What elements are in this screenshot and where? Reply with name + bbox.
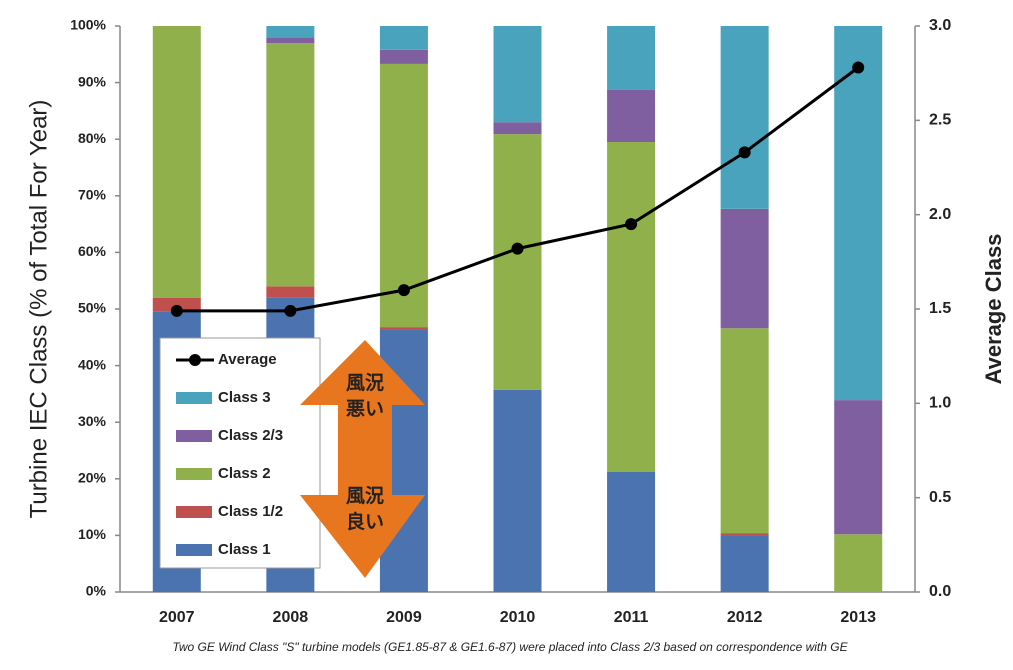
arrow bbox=[300, 340, 425, 578]
y-tick-label: 100% bbox=[70, 17, 106, 33]
arrow-label: 風況 bbox=[346, 371, 384, 394]
bar-segment bbox=[379, 26, 428, 50]
legend-swatch bbox=[176, 506, 212, 518]
y2-tick-label: 1.5 bbox=[929, 300, 951, 317]
bar-segment bbox=[720, 208, 769, 329]
y2-tick-label: 3.0 bbox=[929, 17, 951, 34]
y-tick-label: 90% bbox=[78, 73, 107, 89]
bar-segment bbox=[607, 472, 656, 592]
legend-label: Average bbox=[218, 351, 277, 368]
bar-segment bbox=[607, 142, 656, 473]
point bbox=[284, 304, 297, 317]
bar-segment bbox=[152, 297, 201, 312]
bar-segment bbox=[493, 26, 542, 123]
arrow-label: 良い bbox=[346, 510, 384, 533]
legend-label: Class 1 bbox=[218, 541, 271, 558]
bar-segment bbox=[493, 134, 542, 390]
legend-swatch bbox=[176, 544, 212, 556]
legend-swatch bbox=[176, 392, 212, 404]
x-tick-label: 2012 bbox=[727, 609, 763, 626]
bar-segment bbox=[493, 122, 542, 135]
point bbox=[397, 284, 410, 297]
y-tick-label: 30% bbox=[78, 413, 107, 429]
arrow-label: 風況 bbox=[346, 484, 384, 507]
y2-tick-label: 0.0 bbox=[929, 583, 951, 600]
y2-axis-label: Average Class bbox=[981, 234, 1006, 385]
legend-point bbox=[189, 354, 201, 366]
legend-box bbox=[159, 337, 321, 569]
bar-segment bbox=[607, 89, 656, 143]
legend-label: Class 3 bbox=[218, 389, 271, 406]
point bbox=[852, 61, 865, 74]
legend-label: Class 2 bbox=[218, 465, 271, 482]
y-tick-label: 20% bbox=[78, 470, 107, 486]
bar-segment bbox=[720, 533, 769, 536]
y2-tick-label: 2.5 bbox=[929, 112, 951, 129]
y-tick-label: 10% bbox=[78, 526, 107, 542]
y-tick-label: 50% bbox=[78, 300, 107, 316]
x-tick-label: 2013 bbox=[840, 609, 876, 626]
legend-label: Class 1/2 bbox=[218, 503, 283, 520]
x-tick-label: 2009 bbox=[386, 609, 422, 626]
y-axis-label: Turbine IEC Class (% of Total For Year) bbox=[25, 100, 52, 519]
bar-segment bbox=[493, 389, 542, 592]
bar-segment bbox=[607, 26, 656, 90]
footnote: Two GE Wind Class "S" turbine models (GE… bbox=[172, 640, 848, 654]
bar-segment bbox=[266, 37, 315, 43]
bar-segment bbox=[834, 26, 883, 401]
bar-segment bbox=[379, 327, 428, 330]
point bbox=[511, 242, 524, 255]
y2-tick-label: 0.5 bbox=[929, 489, 951, 506]
bar-segment bbox=[720, 535, 769, 592]
x-tick-label: 2008 bbox=[273, 609, 309, 626]
bar-segment bbox=[720, 328, 769, 534]
bar-segment bbox=[379, 49, 428, 64]
x-tick-label: 2007 bbox=[159, 609, 195, 626]
bar-segment bbox=[266, 26, 315, 38]
bar-segment bbox=[152, 26, 201, 298]
bar-segment bbox=[720, 26, 769, 209]
bar-segment bbox=[266, 42, 315, 287]
y2-tick-label: 2.0 bbox=[929, 206, 951, 223]
legend-swatch bbox=[176, 468, 212, 480]
point bbox=[170, 304, 183, 317]
bar-segment bbox=[834, 534, 883, 592]
bar-segment bbox=[834, 400, 883, 535]
legend-label: Class 2/3 bbox=[218, 427, 283, 444]
y-tick-label: 40% bbox=[78, 356, 107, 372]
point bbox=[625, 218, 638, 231]
y2-tick-label: 1.0 bbox=[929, 395, 951, 412]
arrow-label: 悪い bbox=[346, 398, 384, 420]
bar-segment bbox=[266, 286, 315, 298]
legend-swatch bbox=[176, 430, 212, 442]
y-tick-label: 80% bbox=[78, 130, 107, 146]
x-tick-label: 2010 bbox=[500, 609, 536, 626]
x-tick-label: 2011 bbox=[614, 609, 649, 626]
point bbox=[738, 146, 751, 159]
y-tick-label: 60% bbox=[78, 243, 107, 259]
y-tick-label: 0% bbox=[86, 583, 107, 599]
y-tick-label: 70% bbox=[78, 187, 107, 203]
